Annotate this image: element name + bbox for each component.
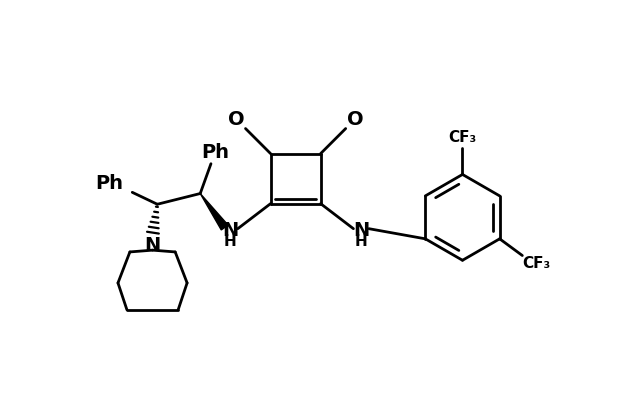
Text: N: N: [222, 221, 238, 240]
Text: H: H: [355, 234, 368, 249]
Text: H: H: [224, 234, 237, 249]
Text: Ph: Ph: [202, 143, 230, 162]
Text: Ph: Ph: [96, 174, 124, 193]
Text: CF₃: CF₃: [448, 130, 477, 145]
Text: N: N: [145, 237, 161, 255]
Text: CF₃: CF₃: [522, 256, 551, 271]
Polygon shape: [200, 193, 228, 230]
Text: O: O: [347, 110, 363, 129]
Text: O: O: [228, 110, 244, 129]
Text: N: N: [353, 221, 369, 240]
